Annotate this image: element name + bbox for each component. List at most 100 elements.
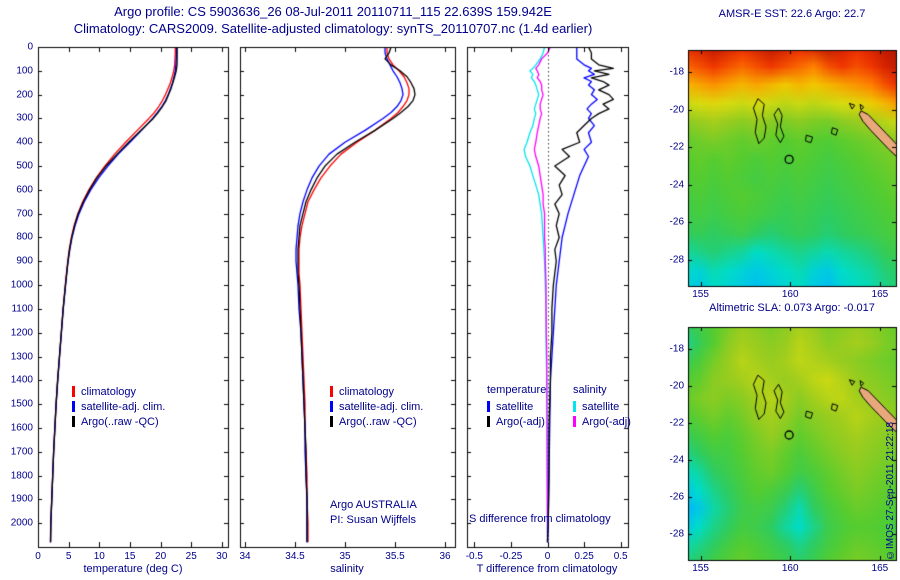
tick-label: 0 (27, 41, 33, 53)
tick-label: -28 (669, 254, 684, 266)
tick-label: 1700 (10, 446, 33, 458)
tick-label: -18 (669, 66, 684, 78)
salinity-legend: climatology satellite-adj. clim. Argo(..… (330, 384, 423, 429)
tick-label: 165 (871, 289, 889, 300)
legend-item-s-satellite: satellite (573, 399, 631, 414)
figure-title-line2: Climatology: CARS2009. Satellite-adjuste… (73, 21, 593, 36)
tick-label: 700 (16, 208, 33, 220)
t-argo-line-swatch (487, 416, 490, 427)
legend-header-salinity: salinity (573, 384, 607, 396)
temperature-legend: climatology satellite-adj. clim. Argo(..… (72, 384, 165, 429)
legend-item-s-argo: Argo(-adj) (573, 414, 631, 429)
argo-line-swatch (72, 416, 75, 427)
tick-label: 155 (692, 289, 709, 300)
legend-item-satellite-clim: satellite-adj. clim. (330, 399, 423, 414)
tick-label: 1400 (10, 374, 33, 386)
legend-label: satellite-adj. clim. (339, 400, 424, 413)
tick-label: 300 (16, 112, 33, 124)
tick-label: 30 (216, 551, 228, 562)
tick-label: 1200 (10, 327, 33, 339)
tick-label: 165 (871, 563, 889, 574)
tick-label: 0.25 (574, 551, 594, 562)
tick-label: 0 (544, 551, 551, 562)
legend-item-satellite-clim: satellite-adj. clim. (72, 399, 165, 414)
legend-label: satellite (582, 400, 620, 413)
legend-label: Argo(..raw -QC) (339, 415, 417, 428)
tick-label: 100 (16, 65, 33, 77)
t-difference-axis-label: T difference from climatology (476, 563, 618, 575)
pi-annotation: PI: Susan Wijffels (330, 514, 416, 526)
tick-label: 1100 (11, 303, 33, 315)
tick-label: 1900 (10, 493, 33, 505)
sst-map-title: AMSR-E SST: 22.6 Argo: 22.7 (718, 8, 866, 20)
tick-label: 15 (124, 551, 136, 562)
legend-label: satellite-adj. clim. (81, 400, 166, 413)
tick-label: 35 (339, 551, 351, 562)
tick-label: 160 (781, 563, 799, 574)
tick-label: 20 (155, 551, 167, 562)
climatology-line-swatch (72, 386, 75, 397)
argo-australia-annotation: Argo AUSTRALIA (330, 499, 417, 511)
s-argo-line-swatch (573, 416, 576, 427)
tick-label: 35.5 (385, 551, 405, 562)
tick-label: -20 (669, 380, 684, 392)
tick-label: 800 (16, 231, 33, 243)
salinity-axis-label: salinity (330, 563, 364, 575)
satellite-clim-line-swatch (72, 401, 75, 412)
tick-label: 34 (239, 551, 251, 562)
tick-label: 0 (35, 551, 41, 562)
tick-label: -18 (669, 343, 684, 355)
tick-label: -26 (669, 491, 684, 503)
argo-line-swatch (330, 416, 333, 427)
tick-label: 1600 (10, 422, 33, 434)
tick-label: -0.5 (465, 551, 483, 562)
tick-label: 600 (16, 184, 33, 196)
tick-label: -26 (669, 216, 684, 228)
legend-label: Argo(..raw -QC) (81, 415, 159, 428)
tick-label: 34.5 (285, 551, 305, 562)
tick-label: 400 (16, 136, 33, 148)
legend-item-climatology: climatology (72, 384, 165, 399)
tick-label: 200 (16, 89, 33, 101)
legend-label: climatology (81, 385, 137, 398)
legend-item-climatology: climatology (330, 384, 423, 399)
sla-map-title: Altimetric SLA: 0.073 Argo: -0.017 (709, 302, 875, 314)
legend-header-temperature: temperature (487, 384, 547, 396)
tick-label: 36 (439, 551, 451, 562)
tick-label: 1800 (10, 470, 33, 482)
tick-label: 1000 (10, 279, 33, 291)
tick-label: 25 (185, 551, 197, 562)
tick-label: -0.25 (499, 551, 523, 562)
tick-label: -22 (669, 417, 684, 429)
tick-label: 500 (16, 160, 33, 172)
legend-item-t-satellite: satellite (487, 399, 546, 414)
tick-label: 155 (692, 563, 709, 574)
s-satellite-line-swatch (573, 401, 576, 412)
t-difference-legend: temperature satellite Argo(-adj) (487, 384, 546, 429)
tick-label: 900 (16, 255, 33, 267)
tick-label: 2000 (10, 517, 33, 529)
s-difference-annotation: S difference from climatology (469, 513, 611, 525)
legend-item-argo: Argo(..raw -QC) (330, 414, 423, 429)
climatology-line-swatch (330, 386, 333, 397)
legend-item-argo: Argo(..raw -QC) (72, 414, 165, 429)
temperature-axis-label: temperature (deg C) (83, 563, 183, 575)
tick-label: 5 (65, 551, 72, 562)
legend-item-t-argo: Argo(-adj) (487, 414, 546, 429)
credit-text: ©IMOS 27-Sep-2011 21:22:18 (885, 421, 896, 560)
legend-label: Argo(-adj) (582, 415, 631, 428)
legend-label: climatology (339, 385, 395, 398)
tick-label: -24 (669, 179, 684, 191)
tick-label: 10 (93, 551, 105, 562)
tick-label: 1500 (10, 398, 33, 410)
tick-label: -28 (669, 528, 684, 540)
figure-title-line1: Argo profile: CS 5903636_26 08-Jul-2011 … (114, 4, 552, 19)
tick-label: -24 (669, 454, 684, 466)
tick-label: 1300 (10, 351, 33, 363)
legend-label: satellite (496, 400, 534, 413)
tick-label: -20 (669, 104, 684, 116)
tick-label: 0.5 (613, 551, 628, 562)
tick-label: -22 (669, 141, 684, 153)
